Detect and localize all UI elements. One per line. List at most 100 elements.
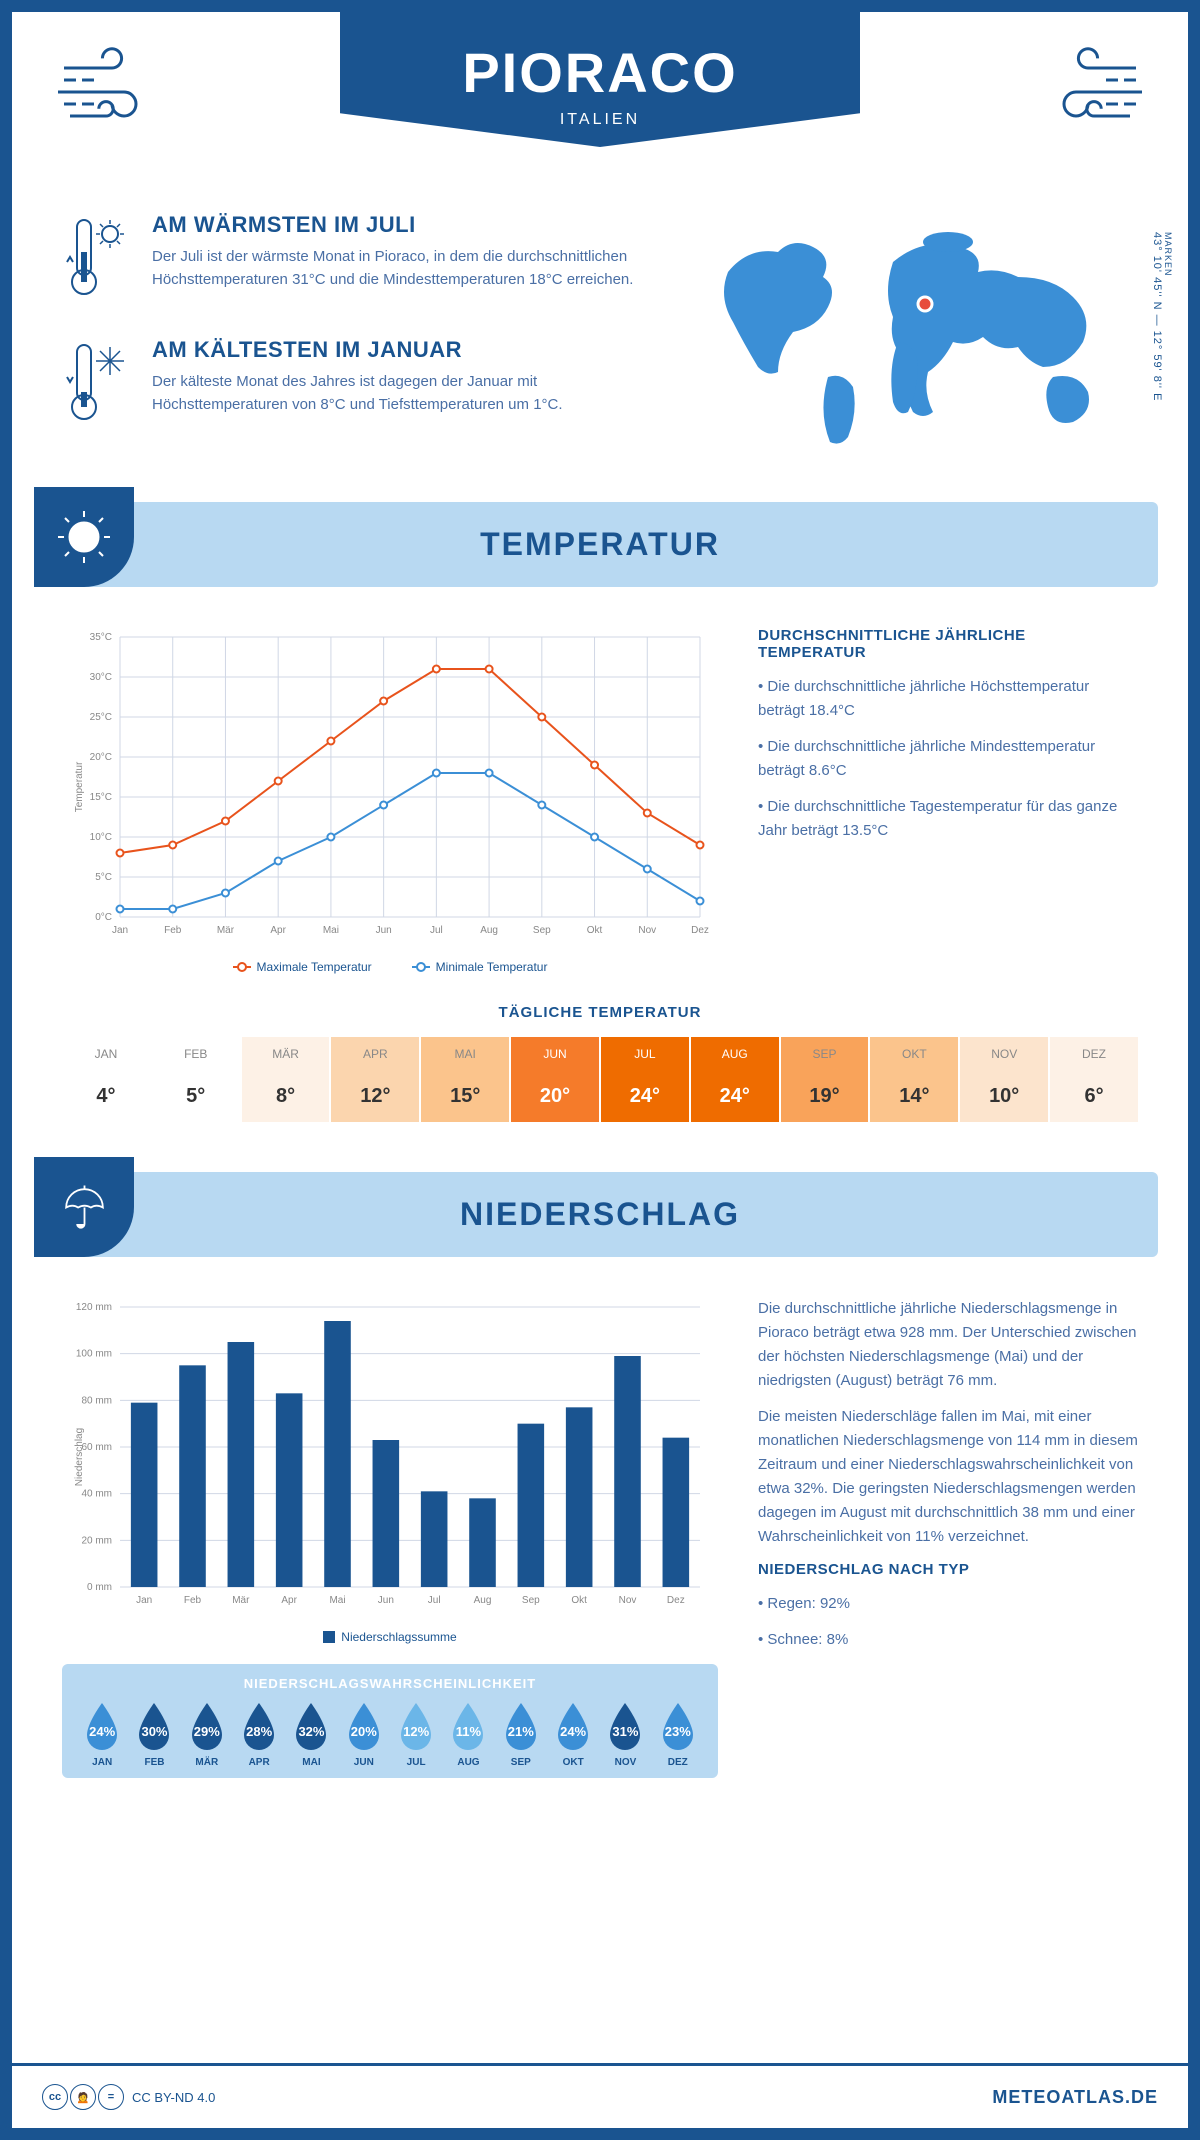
license-label: cc 🙍 = CC BY-ND 4.0	[42, 2084, 215, 2110]
cc-icon: cc	[42, 2084, 68, 2110]
temperature-line-chart: 0°C5°C10°C15°C20°C25°C30°C35°CJanFebMärA…	[62, 627, 718, 974]
title-banner: PIORACO ITALIEN	[340, 12, 860, 147]
precipitation-banner: NIEDERSCHLAG	[42, 1172, 1158, 1257]
coldest-text: Der kälteste Monat des Jahres ist dagege…	[152, 371, 668, 416]
svg-text:80 mm: 80 mm	[81, 1395, 112, 1406]
svg-text:Temperatur: Temperatur	[74, 761, 85, 812]
location-marker-icon	[918, 297, 932, 311]
svg-text:Apr: Apr	[270, 925, 286, 936]
svg-text:Nov: Nov	[638, 925, 656, 936]
page-title: PIORACO	[340, 40, 860, 105]
page-header: PIORACO ITALIEN	[12, 12, 1188, 152]
coordinates-label: MARKEN 43° 10' 45'' N — 12° 59' 8'' E	[1151, 232, 1173, 401]
legend-min: Minimale Temperatur	[412, 960, 548, 974]
svg-text:120 mm: 120 mm	[76, 1302, 112, 1313]
legend-max: Maximale Temperatur	[233, 960, 372, 974]
svg-text:35°C: 35°C	[90, 632, 112, 643]
svg-text:10°C: 10°C	[90, 832, 112, 843]
svg-text:Aug: Aug	[480, 925, 498, 936]
svg-text:Jun: Jun	[376, 925, 392, 936]
warmest-fact: AM WÄRMSTEN IM JULI Der Juli ist der wär…	[62, 212, 668, 307]
nd-icon: =	[98, 2084, 124, 2110]
page-footer: cc 🙍 = CC BY-ND 4.0 METEOATLAS.DE	[12, 2063, 1188, 2128]
precip-type-point: • Schnee: 8%	[758, 1628, 1138, 1652]
precip-type-point: • Regen: 92%	[758, 1592, 1138, 1616]
svg-text:25°C: 25°C	[90, 712, 112, 723]
by-icon: 🙍	[70, 2084, 96, 2110]
probability-drop: 31% NOV	[599, 1701, 651, 1768]
daily-temperature-table: TÄGLICHE TEMPERATUR JAN4°FEB5°MÄR8°APR12…	[12, 1004, 1188, 1162]
svg-text:Jul: Jul	[428, 1595, 441, 1606]
precipitation-info: Die durchschnittliche jährliche Niedersc…	[758, 1297, 1138, 1778]
daily-temp-cell: JUN20°	[511, 1037, 599, 1122]
svg-text:20 mm: 20 mm	[81, 1535, 112, 1546]
probability-drop: 30% FEB	[128, 1701, 180, 1768]
precipitation-probability: NIEDERSCHLAGSWAHRSCHEINLICHKEIT 24% JAN …	[62, 1664, 718, 1778]
svg-text:0 mm: 0 mm	[87, 1582, 112, 1593]
temperature-banner: TEMPERATUR	[42, 502, 1158, 587]
umbrella-icon	[34, 1157, 134, 1257]
temperature-title: TEMPERATUR	[62, 526, 1138, 563]
svg-text:Mai: Mai	[329, 1595, 345, 1606]
probability-drop: 29% MÄR	[181, 1701, 233, 1768]
daily-temp-cell: SEP19°	[781, 1037, 869, 1122]
svg-text:30°C: 30°C	[90, 672, 112, 683]
svg-text:60 mm: 60 mm	[81, 1442, 112, 1453]
svg-text:Okt: Okt	[587, 925, 603, 936]
svg-text:Niederschlag: Niederschlag	[74, 1428, 85, 1486]
daily-temp-cell: JUL24°	[601, 1037, 689, 1122]
svg-text:Feb: Feb	[184, 1595, 202, 1606]
warmest-text: Der Juli ist der wärmste Monat in Piorac…	[152, 246, 668, 291]
wind-deco-left-icon	[52, 32, 172, 152]
precipitation-title: NIEDERSCHLAG	[62, 1196, 1138, 1233]
svg-text:Jan: Jan	[136, 1595, 152, 1606]
probability-drop: 12% JUL	[390, 1701, 442, 1768]
svg-text:40 mm: 40 mm	[81, 1489, 112, 1500]
svg-text:Mär: Mär	[232, 1595, 250, 1606]
wind-deco-right-icon	[1028, 32, 1148, 152]
svg-text:Jul: Jul	[430, 925, 443, 936]
svg-text:Mai: Mai	[323, 925, 339, 936]
site-name: METEOATLAS.DE	[992, 2087, 1158, 2108]
svg-text:15°C: 15°C	[90, 792, 112, 803]
probability-drop: 11% AUG	[442, 1701, 494, 1768]
warmest-heading: AM WÄRMSTEN IM JULI	[152, 212, 668, 238]
probability-drop: 32% MAI	[285, 1701, 337, 1768]
daily-temp-cell: MAI15°	[421, 1037, 509, 1122]
thermometer-hot-icon	[62, 212, 132, 307]
daily-temp-cell: AUG24°	[691, 1037, 779, 1122]
svg-text:Mär: Mär	[217, 925, 235, 936]
svg-text:Nov: Nov	[619, 1595, 637, 1606]
svg-text:Okt: Okt	[571, 1595, 587, 1606]
svg-text:100 mm: 100 mm	[76, 1349, 112, 1360]
temp-info-point: • Die durchschnittliche jährliche Mindes…	[758, 735, 1138, 783]
daily-temp-cell: FEB5°	[152, 1037, 240, 1122]
daily-temp-cell: NOV10°	[960, 1037, 1048, 1122]
svg-text:Dez: Dez	[691, 925, 709, 936]
thermometer-cold-icon	[62, 337, 132, 432]
probability-drop: 24% JAN	[76, 1701, 128, 1768]
probability-drop: 23% DEZ	[652, 1701, 704, 1768]
temp-info-point: • Die durchschnittliche Tagestemperatur …	[758, 795, 1138, 843]
svg-text:20°C: 20°C	[90, 752, 112, 763]
daily-temp-cell: APR12°	[331, 1037, 419, 1122]
world-map: MARKEN 43° 10' 45'' N — 12° 59' 8'' E	[698, 212, 1138, 462]
svg-text:Jun: Jun	[378, 1595, 394, 1606]
probability-drop: 24% OKT	[547, 1701, 599, 1768]
temperature-info: DURCHSCHNITTLICHE JÄHRLICHE TEMPERATUR •…	[758, 627, 1138, 974]
page-subtitle: ITALIEN	[340, 111, 860, 129]
precipitation-bar-chart: 0 mm 20 mm 40 mm 60 mm 80 mm 100 mm 120 mm Nied…	[62, 1297, 718, 1644]
probability-drop: 21% SEP	[495, 1701, 547, 1768]
svg-text:Dez: Dez	[667, 1595, 685, 1606]
intro-section: AM WÄRMSTEN IM JULI Der Juli ist der wär…	[12, 152, 1188, 492]
daily-temp-cell: OKT14°	[870, 1037, 958, 1122]
probability-drop: 28% APR	[233, 1701, 285, 1768]
coldest-fact: AM KÄLTESTEN IM JANUAR Der kälteste Mona…	[62, 337, 668, 432]
legend-precip: Niederschlagssumme	[323, 1630, 456, 1644]
daily-temp-cell: JAN4°	[62, 1037, 150, 1122]
probability-drop: 20% JUN	[338, 1701, 390, 1768]
svg-text:5°C: 5°C	[95, 872, 112, 883]
svg-text:Jan: Jan	[112, 925, 128, 936]
daily-temp-cell: MÄR8°	[242, 1037, 330, 1122]
svg-text:Feb: Feb	[164, 925, 182, 936]
